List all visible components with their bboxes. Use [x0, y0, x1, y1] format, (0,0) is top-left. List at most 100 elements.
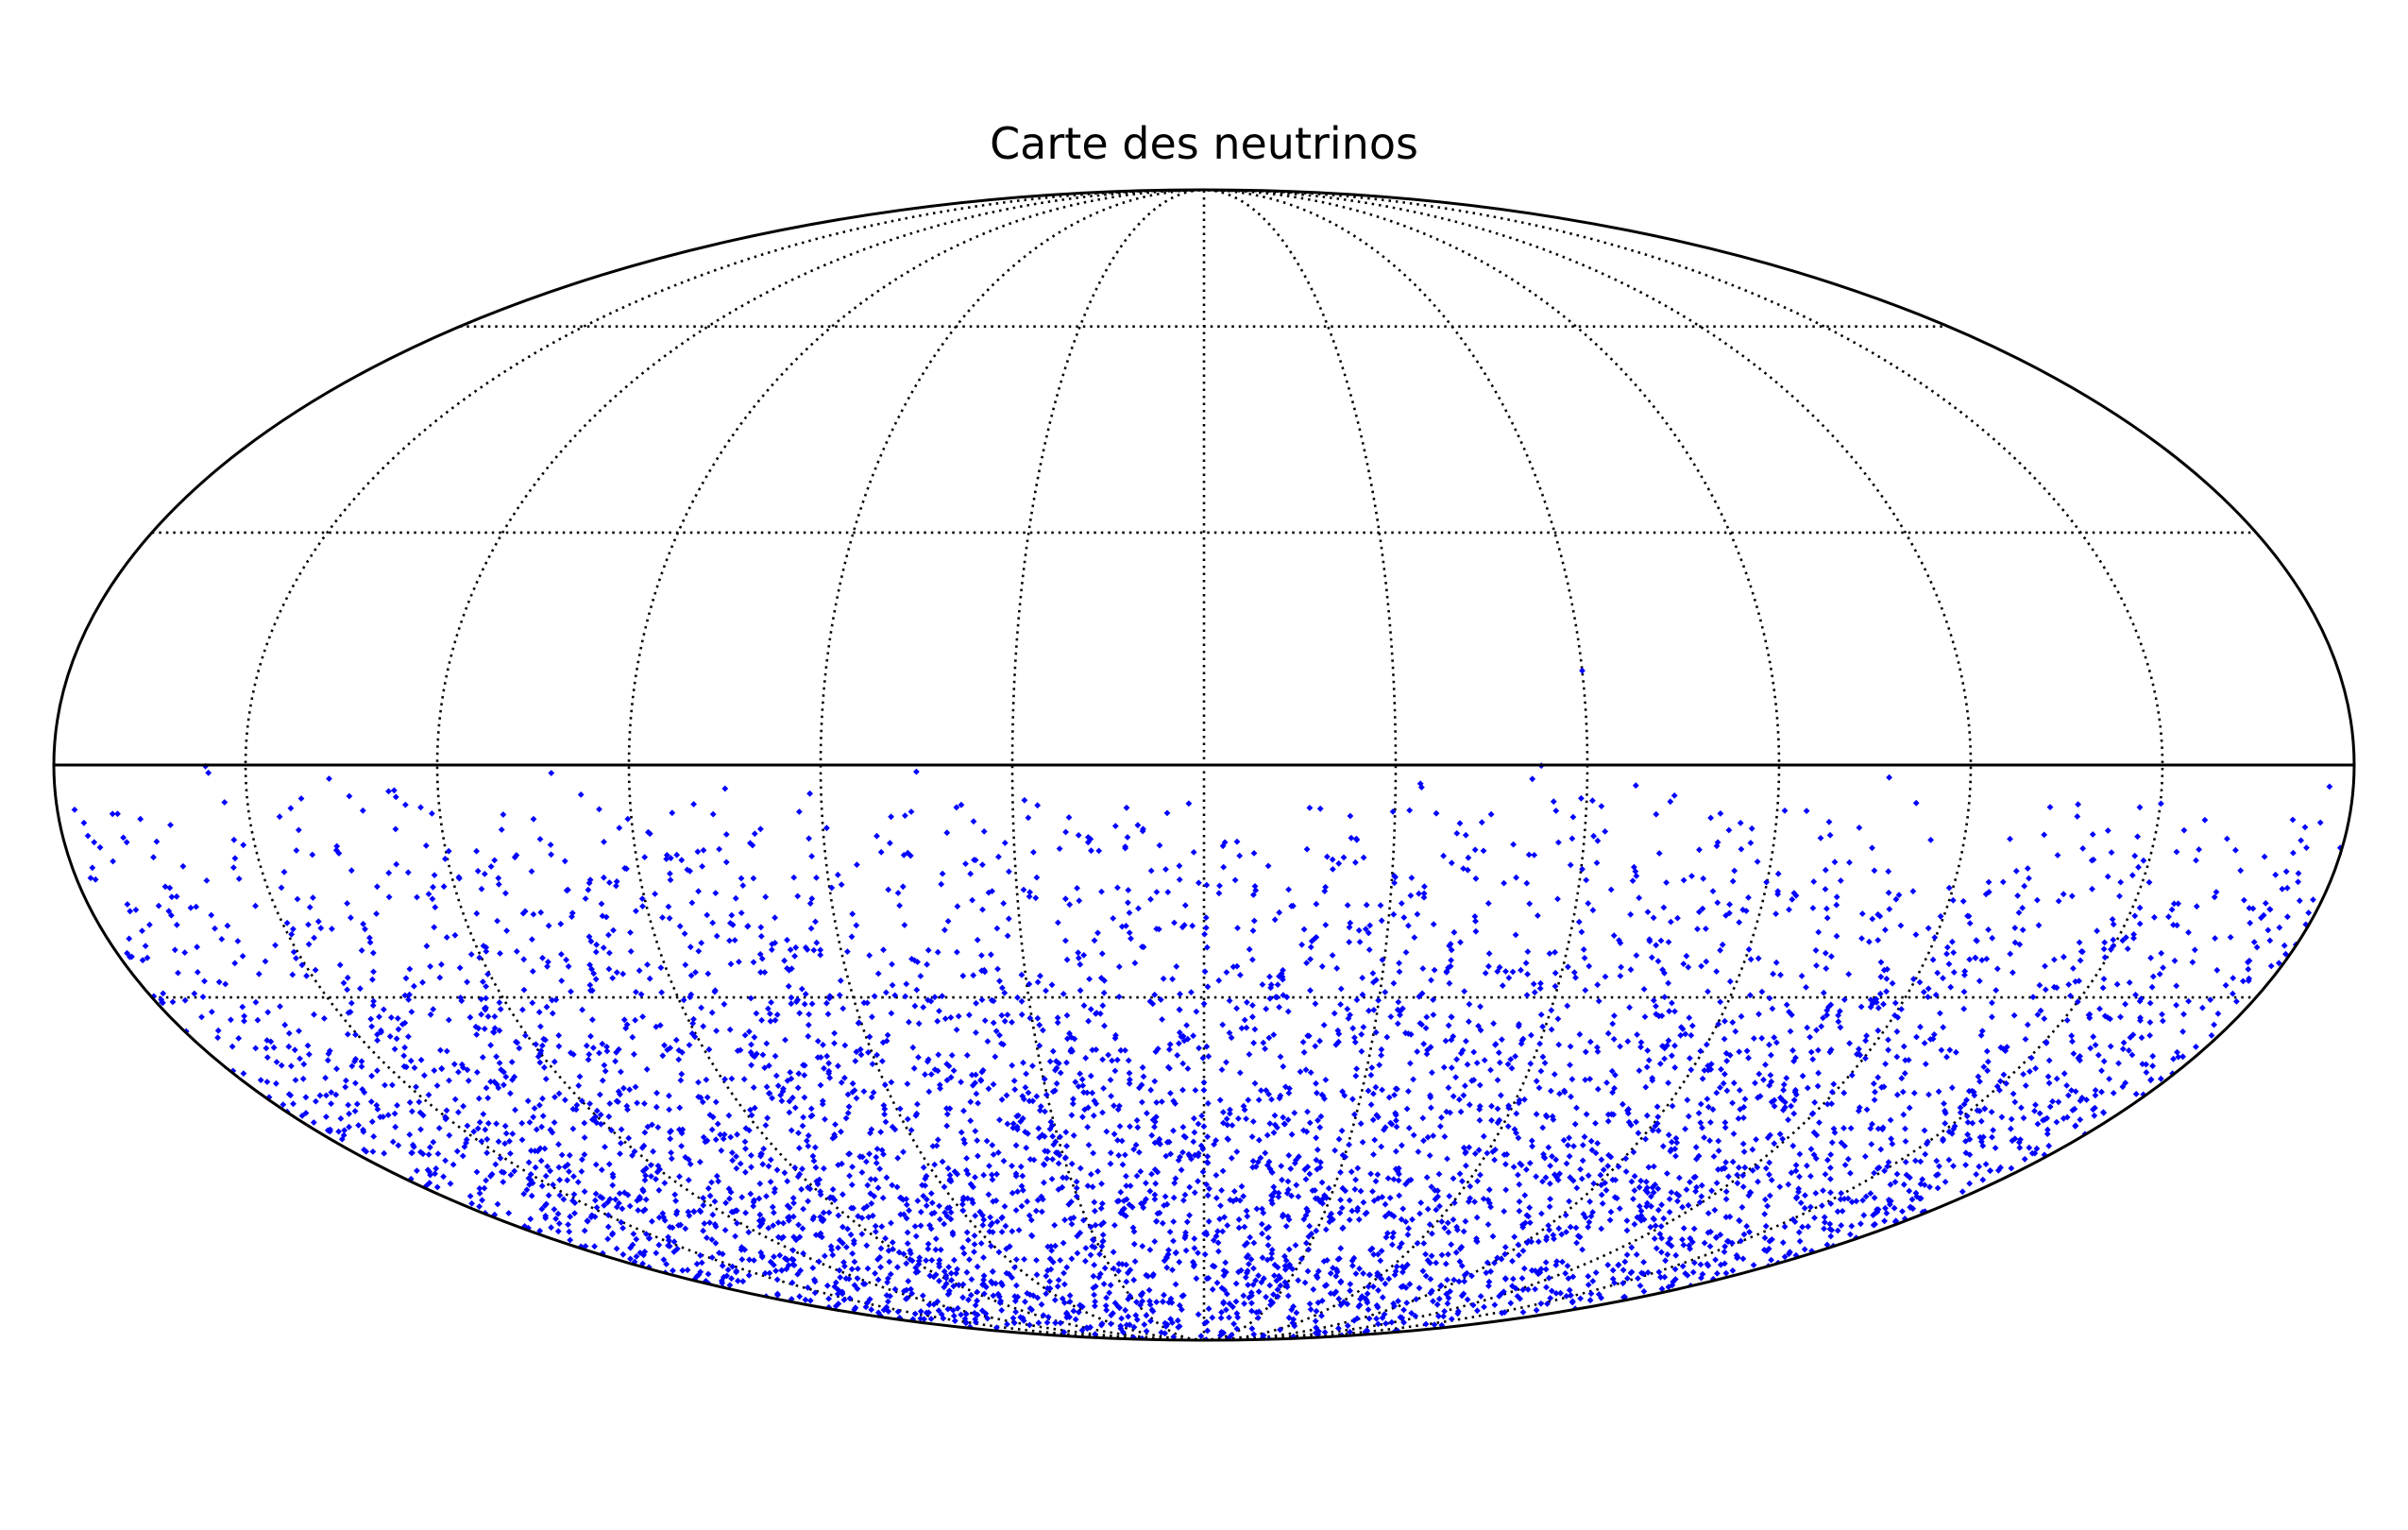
neutrino-point — [811, 1276, 818, 1284]
neutrino-point — [1572, 974, 1579, 981]
neutrino-point — [1950, 949, 1958, 956]
neutrino-point — [1281, 1279, 1289, 1286]
neutrino-point — [405, 1033, 412, 1040]
neutrino-point — [1153, 1099, 1161, 1106]
neutrino-point — [1034, 978, 1042, 986]
neutrino-point — [1841, 1143, 1848, 1149]
neutrino-point — [288, 930, 296, 938]
neutrino-point — [687, 1161, 694, 1167]
neutrino-point — [1125, 1313, 1132, 1320]
neutrino-point — [1255, 1096, 1263, 1103]
neutrino-point — [936, 1008, 942, 1014]
neutrino-point — [1313, 1227, 1320, 1234]
neutrino-point — [1363, 901, 1370, 909]
neutrino-point — [682, 1153, 689, 1161]
neutrino-point — [1821, 1225, 1827, 1232]
neutrino-point — [1263, 1131, 1271, 1139]
neutrino-point — [1622, 1168, 1630, 1175]
neutrino-point — [1406, 1281, 1414, 1288]
neutrino-point — [722, 1199, 729, 1207]
neutrino-point — [948, 1277, 956, 1284]
neutrino-point — [212, 925, 218, 932]
neutrino-point — [1062, 828, 1069, 836]
neutrino-point — [1204, 1153, 1212, 1160]
neutrino-point — [1894, 1013, 1902, 1021]
neutrino-point — [902, 812, 908, 819]
neutrino-point — [1669, 1052, 1675, 1060]
neutrino-point — [1176, 862, 1183, 870]
neutrino-point — [1463, 1269, 1470, 1277]
neutrino-point — [1271, 1272, 1278, 1279]
neutrino-point — [1546, 1226, 1552, 1233]
neutrino-point — [1103, 1128, 1111, 1135]
neutrino-point — [709, 1211, 717, 1218]
neutrino-point — [1665, 1131, 1672, 1139]
neutrino-point — [963, 1166, 970, 1174]
neutrino-point — [1203, 1231, 1211, 1238]
neutrino-point — [971, 1232, 978, 1239]
neutrino-point — [941, 1284, 948, 1291]
neutrino-point — [1214, 1228, 1221, 1235]
neutrino-point — [1219, 1167, 1227, 1175]
neutrino-point — [568, 913, 575, 920]
neutrino-point — [960, 1250, 968, 1257]
neutrino-point — [593, 1107, 601, 1114]
neutrino-point — [1469, 1301, 1477, 1309]
neutrino-point — [1522, 960, 1530, 967]
neutrino-point — [2326, 783, 2333, 790]
neutrino-point — [528, 1148, 534, 1154]
neutrino-point — [1535, 912, 1541, 919]
neutrino-point — [1275, 1272, 1282, 1280]
neutrino-point — [1391, 1271, 1399, 1279]
neutrino-point — [483, 1084, 490, 1092]
neutrino-point — [924, 996, 931, 1004]
neutrino-point — [1098, 1181, 1105, 1187]
neutrino-point — [1532, 1285, 1538, 1293]
neutrino-point — [1548, 1287, 1555, 1295]
neutrino-point — [1375, 1320, 1382, 1328]
neutrino-point — [963, 1155, 970, 1162]
neutrino-point — [555, 1090, 563, 1097]
neutrino-point — [1445, 1084, 1452, 1092]
neutrino-point — [1622, 1155, 1630, 1163]
neutrino-point — [1132, 1141, 1140, 1148]
neutrino-point — [1233, 838, 1241, 845]
neutrino-point — [1250, 850, 1258, 857]
neutrino-point — [1729, 1158, 1737, 1165]
neutrino-point — [1515, 1134, 1522, 1142]
neutrino-point — [1257, 1154, 1264, 1162]
neutrino-point — [2139, 1061, 2146, 1067]
neutrino-point — [1091, 1244, 1098, 1251]
neutrino-point — [1419, 1267, 1427, 1275]
neutrino-point — [389, 1081, 396, 1089]
neutrino-point — [820, 1209, 827, 1216]
neutrino-point — [911, 957, 918, 964]
neutrino-point — [1246, 1294, 1253, 1301]
neutrino-point — [748, 1041, 755, 1048]
neutrino-point — [2020, 1071, 2026, 1078]
neutrino-point — [1789, 1142, 1797, 1149]
neutrino-point — [729, 1149, 736, 1156]
neutrino-point — [603, 1044, 610, 1050]
neutrino-point — [925, 1088, 933, 1096]
neutrino-point — [708, 1179, 715, 1186]
neutrino-point — [1657, 1223, 1665, 1230]
neutrino-point — [1419, 1114, 1427, 1122]
neutrino-point — [497, 1154, 504, 1162]
neutrino-point — [2099, 984, 2107, 992]
neutrino-point — [750, 959, 757, 966]
neutrino-point — [1828, 1227, 1836, 1233]
neutrino-point — [572, 1106, 580, 1114]
neutrino-point — [643, 1065, 651, 1073]
neutrino-point — [1443, 1290, 1450, 1298]
neutrino-point — [903, 1286, 910, 1294]
neutrino-point — [728, 1075, 736, 1082]
neutrino-point — [1385, 1275, 1393, 1283]
neutrino-point — [585, 879, 593, 887]
neutrino-point — [1018, 997, 1026, 1005]
neutrino-point — [1410, 1131, 1417, 1139]
neutrino-point — [990, 997, 997, 1005]
neutrino-point — [987, 1214, 993, 1221]
neutrino-point — [1017, 1118, 1025, 1125]
neutrino-point — [80, 819, 88, 826]
